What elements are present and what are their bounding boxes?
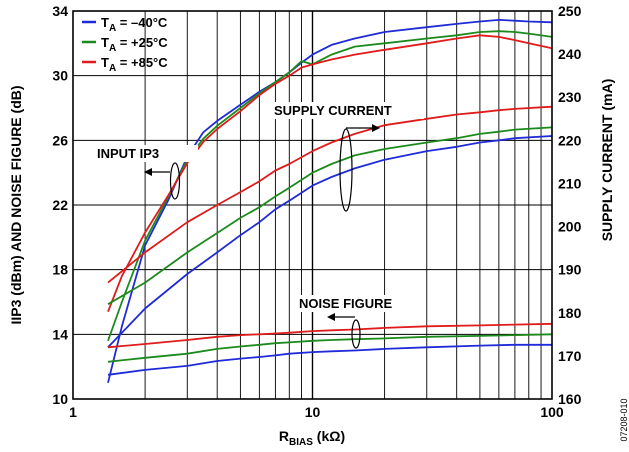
y-tick-left: 26 [52, 132, 68, 148]
legend-label-plus85: TA = +85°C [101, 55, 168, 74]
series-nf--40C [107, 343, 552, 376]
y-tick-right: 240 [558, 46, 582, 62]
legend: TA = –40°C TA = +25°C TA = +85°C [82, 15, 168, 74]
series-nf-+25C [107, 333, 553, 363]
series-nf-+85C [107, 322, 553, 349]
series-current-+25C [107, 126, 553, 305]
left-tick-labels: 10 14 18 22 26 30 34 [52, 3, 68, 407]
y-tick-right: 200 [558, 219, 582, 235]
x-tick: 1 [69, 404, 77, 420]
x-tick: 100 [540, 404, 564, 420]
figure-id: 07208-010 [619, 398, 629, 441]
y-tick-right: 170 [558, 348, 582, 364]
y-tick-left: 14 [52, 326, 68, 342]
series-current-+85C [107, 105, 553, 284]
right-axis-title: SUPPLY CURRENT (mA) [599, 79, 615, 242]
y-tick-left: 10 [52, 391, 68, 407]
series-current--40C [107, 135, 553, 348]
y-tick-right: 230 [558, 89, 582, 105]
legend-label-plus25: TA = +25°C [101, 35, 168, 54]
y-tick-right: 210 [558, 175, 582, 191]
plot-frame [72, 10, 553, 400]
y-tick-right: 220 [558, 132, 582, 148]
y-tick-right: 250 [558, 3, 582, 19]
x-axis-title: RBIAS (kΩ) [279, 428, 345, 448]
y-tick-left: 30 [52, 68, 68, 84]
y-tick-left: 18 [52, 262, 68, 278]
annotation-noise-figure: NOISE FIGURE [297, 295, 421, 349]
svg-text:NOISE FIGURE: NOISE FIGURE [299, 296, 393, 311]
y-tick-right: 180 [558, 305, 582, 321]
annotation-input-ip3: INPUT IP3 [95, 145, 198, 200]
y-tick-left: 34 [52, 3, 68, 19]
x-tick-labels: 1 10 100 [69, 404, 564, 420]
svg-text:SUPPLY CURRENT: SUPPLY CURRENT [274, 103, 392, 118]
left-axis-title: IIP3 (dBm) AND NOISE FIGURE (dB) [8, 85, 24, 324]
y-tick-right: 160 [558, 391, 582, 407]
series-iip3-+85C [107, 34, 553, 313]
right-tick-labels: 160 170 180 190 200 210 220 230 240 250 [558, 3, 582, 407]
annotation-supply-current: SUPPLY CURRENT [272, 102, 424, 212]
series-layer [107, 18, 553, 384]
svg-text:INPUT IP3: INPUT IP3 [97, 146, 159, 161]
y-tick-left: 22 [52, 197, 68, 213]
legend-label-minus40: TA = –40°C [101, 15, 168, 34]
x-tick: 10 [305, 404, 321, 420]
grid-lines [73, 11, 552, 399]
y-tick-right: 190 [558, 262, 582, 278]
